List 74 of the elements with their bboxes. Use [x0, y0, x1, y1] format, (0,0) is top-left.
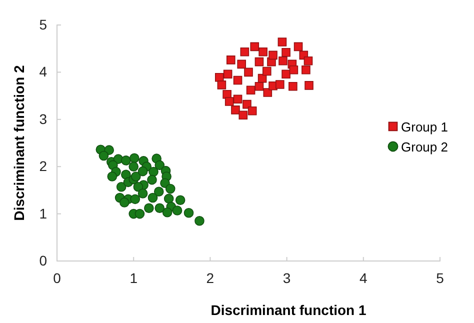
point	[154, 186, 164, 197]
point	[194, 216, 204, 226]
point	[288, 82, 298, 91]
x-tick-label: 4	[360, 270, 368, 286]
y-tick-label: 0	[39, 252, 48, 268]
x-tick-label: 3	[282, 270, 291, 286]
point	[129, 153, 140, 164]
point	[154, 203, 165, 214]
point	[164, 194, 174, 204]
x-tick-label: 5	[436, 270, 444, 286]
legend-label: Group 1	[401, 119, 448, 134]
point	[250, 42, 260, 52]
point	[172, 206, 182, 216]
point	[223, 70, 232, 78]
point	[302, 65, 310, 74]
point	[147, 174, 157, 185]
point	[134, 208, 145, 219]
point	[294, 42, 303, 52]
point	[133, 182, 144, 192]
point	[233, 76, 242, 85]
y-tick-label: 5	[39, 16, 48, 32]
point	[98, 150, 109, 161]
point	[242, 100, 252, 109]
point	[148, 192, 158, 203]
point	[258, 48, 268, 56]
point	[119, 198, 130, 208]
point	[148, 166, 158, 177]
point	[254, 57, 264, 66]
point	[244, 68, 253, 77]
legend-label: Group 2	[401, 139, 448, 154]
point	[116, 182, 126, 192]
point	[248, 106, 257, 116]
point	[282, 48, 290, 57]
point	[304, 81, 314, 90]
point	[278, 56, 288, 66]
point	[175, 195, 186, 206]
x-tick-label: 1	[130, 270, 138, 286]
point	[268, 50, 278, 60]
point	[304, 56, 313, 66]
point	[262, 66, 272, 76]
x-tick-label: 2	[206, 270, 214, 286]
point	[144, 203, 154, 214]
x-axis-title: Discriminant function 1	[210, 302, 366, 318]
y-axis-title: Discriminant function 2	[11, 65, 27, 221]
y-tick-label: 4	[39, 64, 48, 80]
point	[240, 48, 250, 56]
point	[217, 80, 226, 90]
y-tick-label: 3	[39, 110, 48, 127]
point	[121, 156, 131, 166]
point	[254, 82, 264, 91]
point	[237, 60, 246, 69]
point	[138, 166, 148, 176]
y-tick-label: 2	[39, 158, 48, 174]
point	[224, 97, 234, 106]
point	[107, 172, 118, 182]
point	[276, 80, 284, 89]
point	[246, 86, 256, 95]
point	[231, 106, 240, 114]
point	[128, 162, 139, 172]
y-tick-label: 1	[39, 205, 48, 222]
point	[238, 110, 248, 120]
point	[184, 208, 194, 218]
point	[130, 172, 141, 182]
point	[282, 70, 290, 78]
point	[278, 38, 287, 46]
point	[162, 207, 172, 218]
point	[165, 184, 176, 194]
point	[233, 94, 242, 104]
point	[289, 65, 298, 74]
x-tick-label: 0	[53, 270, 62, 286]
point	[263, 88, 272, 97]
point	[226, 56, 236, 64]
point	[138, 188, 148, 198]
point	[130, 194, 140, 204]
